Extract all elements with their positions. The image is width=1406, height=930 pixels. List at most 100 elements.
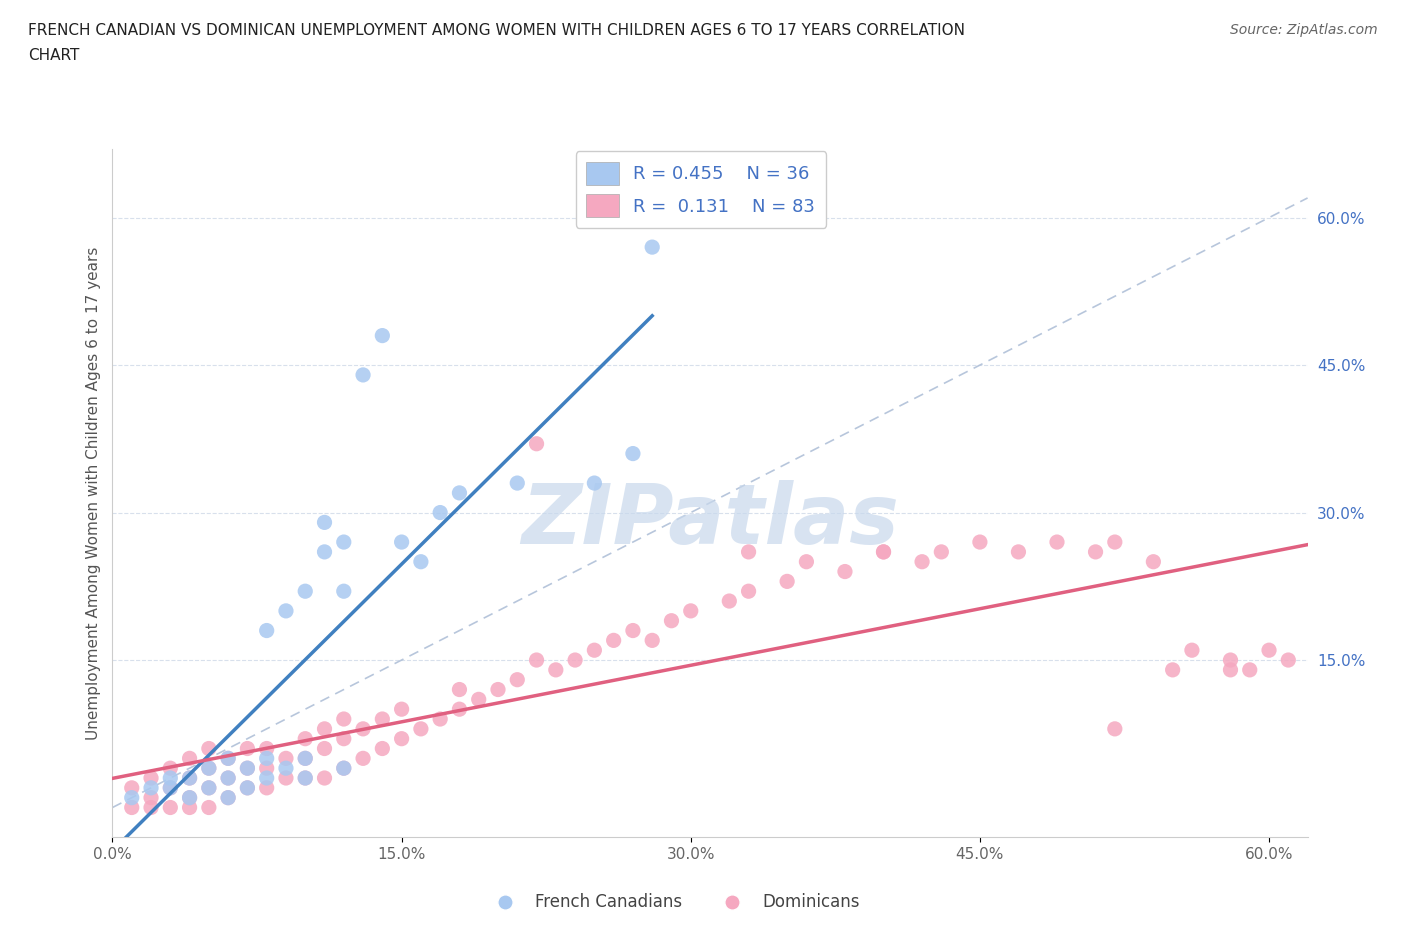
Text: Source: ZipAtlas.com: Source: ZipAtlas.com xyxy=(1230,23,1378,37)
Point xyxy=(139,790,162,805)
Point xyxy=(256,771,278,786)
Point xyxy=(198,780,221,795)
Point xyxy=(506,475,529,490)
Point xyxy=(179,790,201,805)
Point xyxy=(121,780,143,795)
Point xyxy=(1239,662,1261,677)
Point xyxy=(679,604,702,618)
Point xyxy=(641,633,664,648)
Point xyxy=(371,711,394,726)
Point xyxy=(1258,643,1281,658)
Point xyxy=(737,584,759,599)
Point xyxy=(1161,662,1184,677)
Point xyxy=(1181,643,1204,658)
Point xyxy=(661,613,683,628)
Point xyxy=(314,741,336,756)
Point xyxy=(179,751,201,765)
Point xyxy=(159,771,181,786)
Point xyxy=(776,574,799,589)
Point xyxy=(1277,653,1299,668)
Point xyxy=(409,722,432,737)
Point xyxy=(621,446,644,461)
Point xyxy=(159,761,181,776)
Point xyxy=(179,800,201,815)
Point xyxy=(139,780,162,795)
Point xyxy=(179,790,201,805)
Point xyxy=(1084,544,1107,559)
Point xyxy=(314,722,336,737)
Point xyxy=(641,240,664,255)
Point xyxy=(911,554,934,569)
Point xyxy=(409,554,432,569)
Point xyxy=(352,751,374,765)
Point xyxy=(583,643,606,658)
Point xyxy=(931,544,953,559)
Text: ZIPatlas: ZIPatlas xyxy=(522,480,898,561)
Point xyxy=(256,751,278,765)
Point xyxy=(526,436,548,451)
Point xyxy=(274,604,297,618)
Point xyxy=(236,780,259,795)
Point xyxy=(1219,653,1241,668)
Point xyxy=(159,800,181,815)
Point xyxy=(1104,535,1126,550)
Point xyxy=(314,544,336,559)
Point xyxy=(602,633,624,648)
Point xyxy=(217,790,239,805)
Point xyxy=(564,653,586,668)
Point xyxy=(198,761,221,776)
Point xyxy=(198,741,221,756)
Point xyxy=(159,780,181,795)
Point xyxy=(872,544,894,559)
Text: FRENCH CANADIAN VS DOMINICAN UNEMPLOYMENT AMONG WOMEN WITH CHILDREN AGES 6 TO 17: FRENCH CANADIAN VS DOMINICAN UNEMPLOYMEN… xyxy=(28,23,965,38)
Point xyxy=(294,751,316,765)
Point xyxy=(139,771,162,786)
Y-axis label: Unemployment Among Women with Children Ages 6 to 17 years: Unemployment Among Women with Children A… xyxy=(86,246,101,739)
Point xyxy=(371,741,394,756)
Point xyxy=(198,800,221,815)
Point xyxy=(1007,544,1029,559)
Point xyxy=(198,761,221,776)
Point xyxy=(294,584,316,599)
Point xyxy=(1219,662,1241,677)
Point xyxy=(256,741,278,756)
Text: CHART: CHART xyxy=(28,48,80,63)
Point xyxy=(1046,535,1069,550)
Point xyxy=(121,800,143,815)
Point xyxy=(198,780,221,795)
Point xyxy=(294,731,316,746)
Point xyxy=(217,751,239,765)
Point xyxy=(294,771,316,786)
Point xyxy=(391,702,413,717)
Point xyxy=(121,790,143,805)
Point xyxy=(718,593,741,608)
Point xyxy=(274,751,297,765)
Point xyxy=(796,554,818,569)
Point xyxy=(1142,554,1164,569)
Point xyxy=(737,544,759,559)
Point xyxy=(352,367,374,382)
Point xyxy=(236,761,259,776)
Point xyxy=(256,623,278,638)
Point xyxy=(256,780,278,795)
Point xyxy=(449,702,471,717)
Point xyxy=(179,771,201,786)
Point xyxy=(371,328,394,343)
Point xyxy=(236,761,259,776)
Point xyxy=(449,682,471,697)
Point xyxy=(333,584,356,599)
Point xyxy=(1104,722,1126,737)
Point xyxy=(274,761,297,776)
Point xyxy=(294,751,316,765)
Point xyxy=(217,790,239,805)
Point xyxy=(333,711,356,726)
Legend: French Canadians, Dominicans: French Canadians, Dominicans xyxy=(482,887,866,918)
Point xyxy=(217,751,239,765)
Point xyxy=(333,731,356,746)
Point xyxy=(391,535,413,550)
Point xyxy=(969,535,991,550)
Point xyxy=(256,761,278,776)
Point xyxy=(179,771,201,786)
Point xyxy=(391,731,413,746)
Point xyxy=(544,662,567,677)
